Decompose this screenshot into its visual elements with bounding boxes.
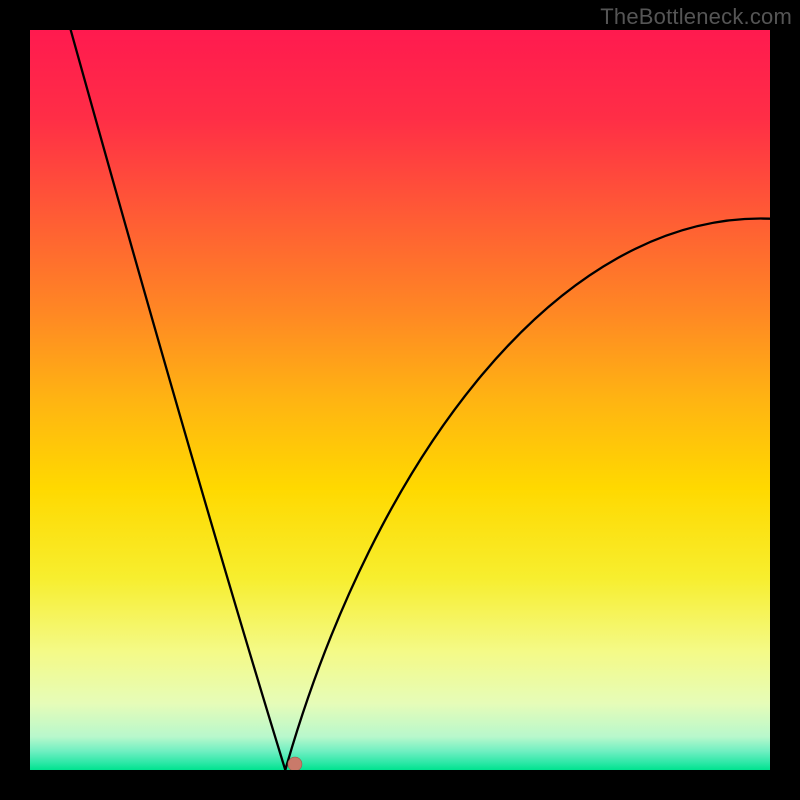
- gradient-background: [30, 30, 770, 770]
- watermark-text: TheBottleneck.com: [600, 4, 792, 30]
- plot-svg: [30, 30, 770, 770]
- chart-frame: TheBottleneck.com: [0, 0, 800, 800]
- plot-area: [30, 30, 770, 770]
- optimum-marker: [288, 757, 302, 770]
